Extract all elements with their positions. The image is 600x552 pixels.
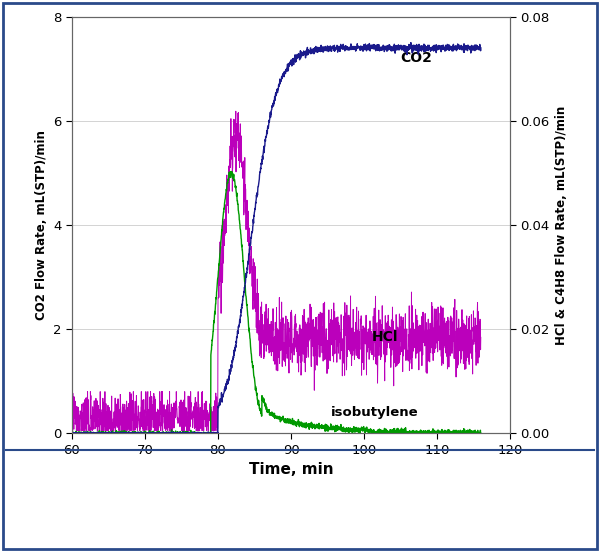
Y-axis label: HCl & C4H8 Flow Rate, mL(STP)/min: HCl & C4H8 Flow Rate, mL(STP)/min xyxy=(556,105,568,344)
Text: indicating an unexpected Boc deprotection reaction.: indicating an unexpected Boc deprotectio… xyxy=(15,516,386,529)
Text: Figure 6: Mass spectrometric results from a mixed anhydride generation process,: Figure 6: Mass spectrometric results fro… xyxy=(15,477,593,490)
Text: isobutylene: isobutylene xyxy=(331,406,419,419)
Y-axis label: CO2 Flow Rate, mL(STP)/min: CO2 Flow Rate, mL(STP)/min xyxy=(35,130,47,320)
Text: CO2: CO2 xyxy=(401,51,433,65)
Text: HCl: HCl xyxy=(371,330,398,344)
X-axis label: Time, min: Time, min xyxy=(248,462,334,477)
